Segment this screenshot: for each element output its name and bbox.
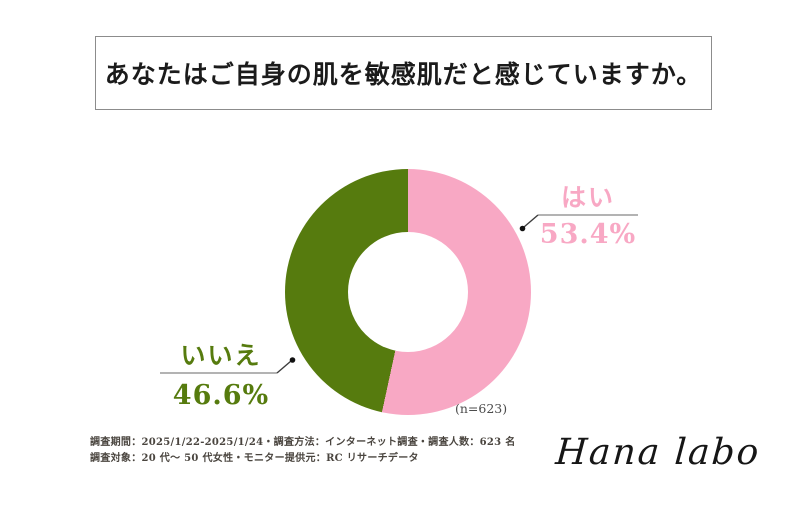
callout-no: いいえ 46.6% [162, 339, 280, 411]
brand-logo: Hana labo [554, 432, 762, 473]
survey-note-line1: 調査期間：2025/1/22-2025/1/24・調査方法：インターネット調査・… [90, 437, 516, 448]
callout-no-value: 46.6% [172, 380, 270, 411]
survey-notes: 調査期間：2025/1/22-2025/1/24・調査方法：インターネット調査・… [90, 435, 516, 466]
callout-no-label: いいえ [180, 341, 262, 370]
survey-note-line2: 調査対象：20 代～ 50 代女性・モニター提供元：RC リサーチデータ [90, 452, 419, 464]
callout-yes-label: はい [560, 183, 615, 212]
leader-dot-no [289, 357, 296, 363]
donut-hole [348, 232, 468, 352]
callout-yes: はい 53.4% [528, 181, 648, 250]
leader-dot-yes [519, 225, 526, 232]
title-box: あなたはご自身の肌を敏感肌だと感じていますか。 [95, 36, 712, 110]
sample-size-label: (n=623) [455, 401, 508, 416]
callout-yes-value: 53.4% [539, 219, 637, 250]
survey-question-title: あなたはご自身の肌を敏感肌だと感じていますか。 [104, 60, 703, 89]
donut-chart [285, 169, 531, 415]
